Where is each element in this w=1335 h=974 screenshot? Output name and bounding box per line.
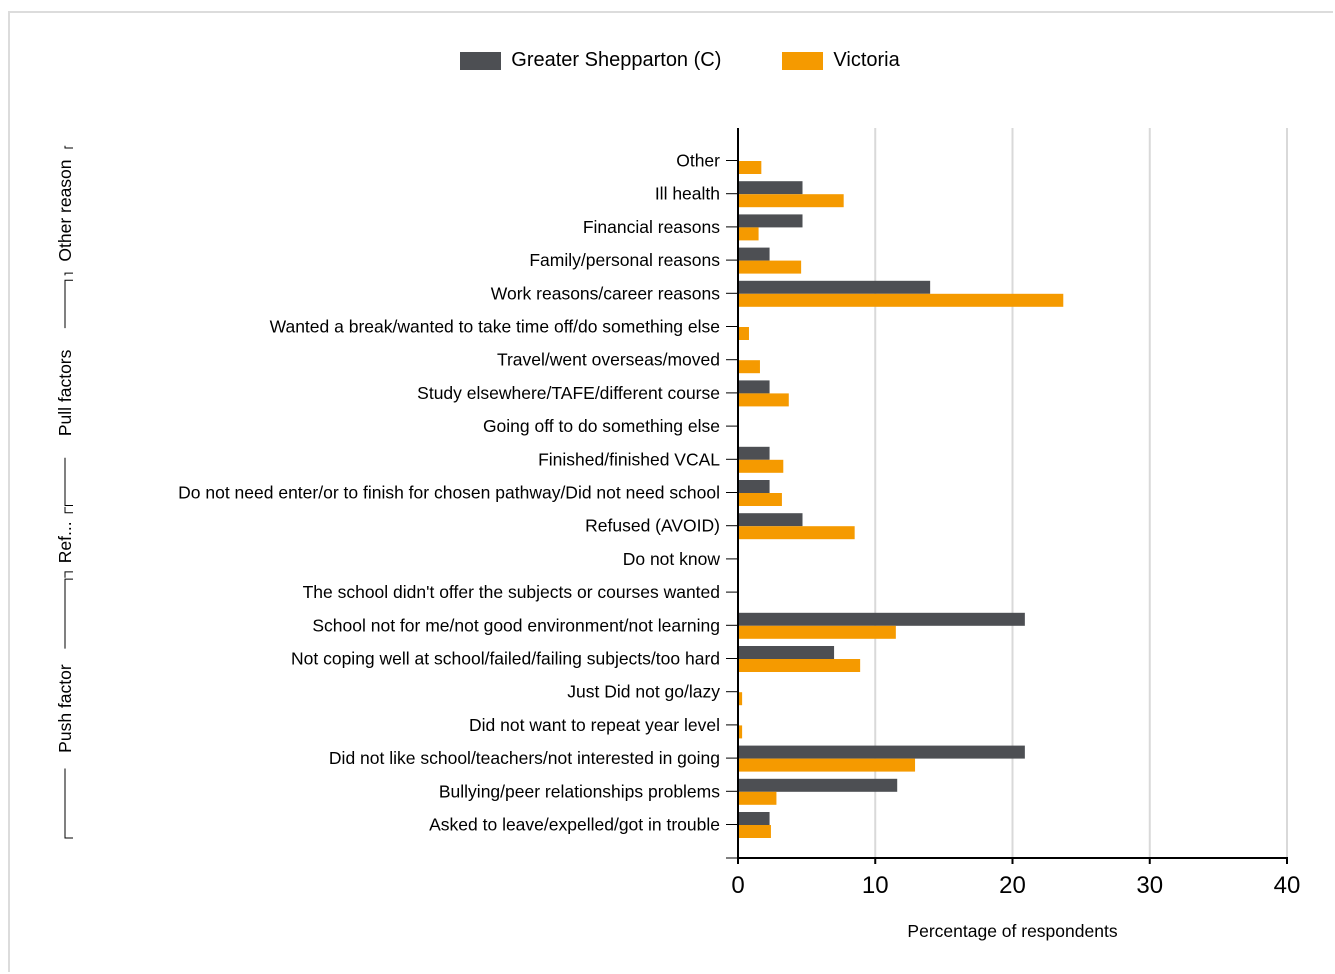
category-label: Not coping well at school/failed/failing…: [291, 649, 720, 669]
bar-victoria-11: [738, 526, 855, 540]
bar-victoria-15: [738, 659, 861, 672]
category-label: The school didn't offer the subjects or …: [303, 582, 720, 602]
bar-victoria-7: [738, 393, 789, 407]
bar-greater-shepparton-9: [738, 446, 770, 460]
chart-frame: [8, 11, 1333, 972]
group-label-3: Push factor: [55, 664, 75, 753]
group-bracket-top-3: [64, 578, 73, 649]
category-label: Do not know: [623, 549, 721, 569]
bar-greater-shepparton-1: [738, 181, 803, 195]
bar-greater-shepparton-11: [738, 513, 803, 527]
x-tick-label: 10: [862, 872, 889, 899]
category-label: Refused (AVOID): [585, 516, 720, 536]
category-label: Wanted a break/wanted to take time off/d…: [270, 317, 720, 337]
category-label: Going off to do something else: [483, 416, 720, 436]
bar-greater-shepparton-2: [738, 214, 803, 228]
legend: Greater Shepparton (C) Victoria: [0, 49, 1335, 72]
bar-greater-shepparton-10: [738, 480, 770, 493]
bar-victoria-6: [738, 360, 760, 374]
bar-greater-shepparton-4: [738, 280, 931, 294]
group-bracket-bottom-1: [64, 457, 73, 506]
category-label: Asked to leave/expelled/got in trouble: [429, 815, 720, 835]
bar-victoria-3: [738, 260, 802, 274]
legend-label-victoria: Victoria: [833, 49, 900, 71]
bar-victoria-18: [738, 758, 916, 772]
group-bracket-bottom-3: [64, 768, 73, 839]
category-label: Study elsewhere/TAFE/different course: [417, 383, 720, 403]
x-tick-label: 40: [1274, 872, 1301, 899]
bar-victoria-1: [738, 194, 844, 208]
category-label: Financial reasons: [583, 217, 720, 237]
bar-greater-shepparton-14: [738, 612, 1025, 626]
category-label: Did not like school/teachers/not interes…: [329, 748, 720, 768]
group-bracket-top-1: [64, 279, 73, 329]
category-label: Did not want to repeat year level: [469, 715, 720, 735]
x-tick-label: 0: [731, 872, 744, 899]
bar-victoria-19: [738, 791, 777, 805]
bar-greater-shepparton-19: [738, 778, 898, 792]
bar-victoria-17: [738, 725, 743, 739]
legend-swatch-victoria: [782, 51, 824, 70]
bar-victoria-2: [738, 227, 759, 241]
bar-victoria-10: [738, 493, 782, 506]
x-axis-title: Percentage of respondents: [907, 921, 1117, 941]
category-label: Work reasons/career reasons: [491, 283, 720, 303]
bar-greater-shepparton-7: [738, 380, 770, 394]
bar-greater-shepparton-3: [738, 247, 770, 261]
group-label-2: Ref...: [55, 521, 75, 563]
group-label-0: Other reason: [55, 159, 75, 261]
group-bracket-top-0: [64, 145, 73, 149]
category-label: Do not need enter/or to finish for chose…: [178, 483, 720, 503]
bar-victoria-16: [738, 692, 743, 706]
category-label: Finished/finished VCAL: [538, 449, 720, 469]
bar-victoria-0: [738, 161, 762, 174]
category-label: Family/personal reasons: [529, 250, 720, 270]
bar-victoria-20: [738, 825, 771, 838]
group-bracket-bottom-2: [64, 571, 73, 578]
category-label: Just Did not go/lazy: [567, 682, 720, 702]
legend-item-victoria[interactable]: Victoria: [782, 49, 900, 72]
bar-greater-shepparton-18: [738, 745, 1025, 759]
bar-greater-shepparton-15: [738, 646, 835, 659]
x-tick-label: 30: [1136, 872, 1163, 899]
x-tick-label: 20: [999, 872, 1026, 899]
group-bracket-bottom-0: [64, 272, 73, 276]
legend-swatch-greater-shepparton: [460, 51, 502, 70]
category-label: Other: [676, 151, 720, 171]
bar-greater-shepparton-20: [738, 812, 770, 825]
bar-victoria-9: [738, 459, 784, 473]
legend-label-greater-shepparton: Greater Shepparton (C): [511, 49, 722, 71]
category-label: Bullying/peer relationships problems: [439, 781, 720, 801]
bar-victoria-14: [738, 625, 896, 639]
category-label: Travel/went overseas/moved: [497, 350, 720, 370]
group-label-1: Pull factors: [55, 349, 75, 436]
bar-victoria-5: [738, 327, 749, 340]
bar-victoria-4: [738, 293, 1064, 307]
category-label: School not for me/not good environment/n…: [312, 615, 720, 635]
group-bracket-top-2: [64, 506, 73, 514]
legend-item-greater-shepparton[interactable]: Greater Shepparton (C): [460, 49, 721, 72]
category-label: Ill health: [655, 184, 720, 204]
